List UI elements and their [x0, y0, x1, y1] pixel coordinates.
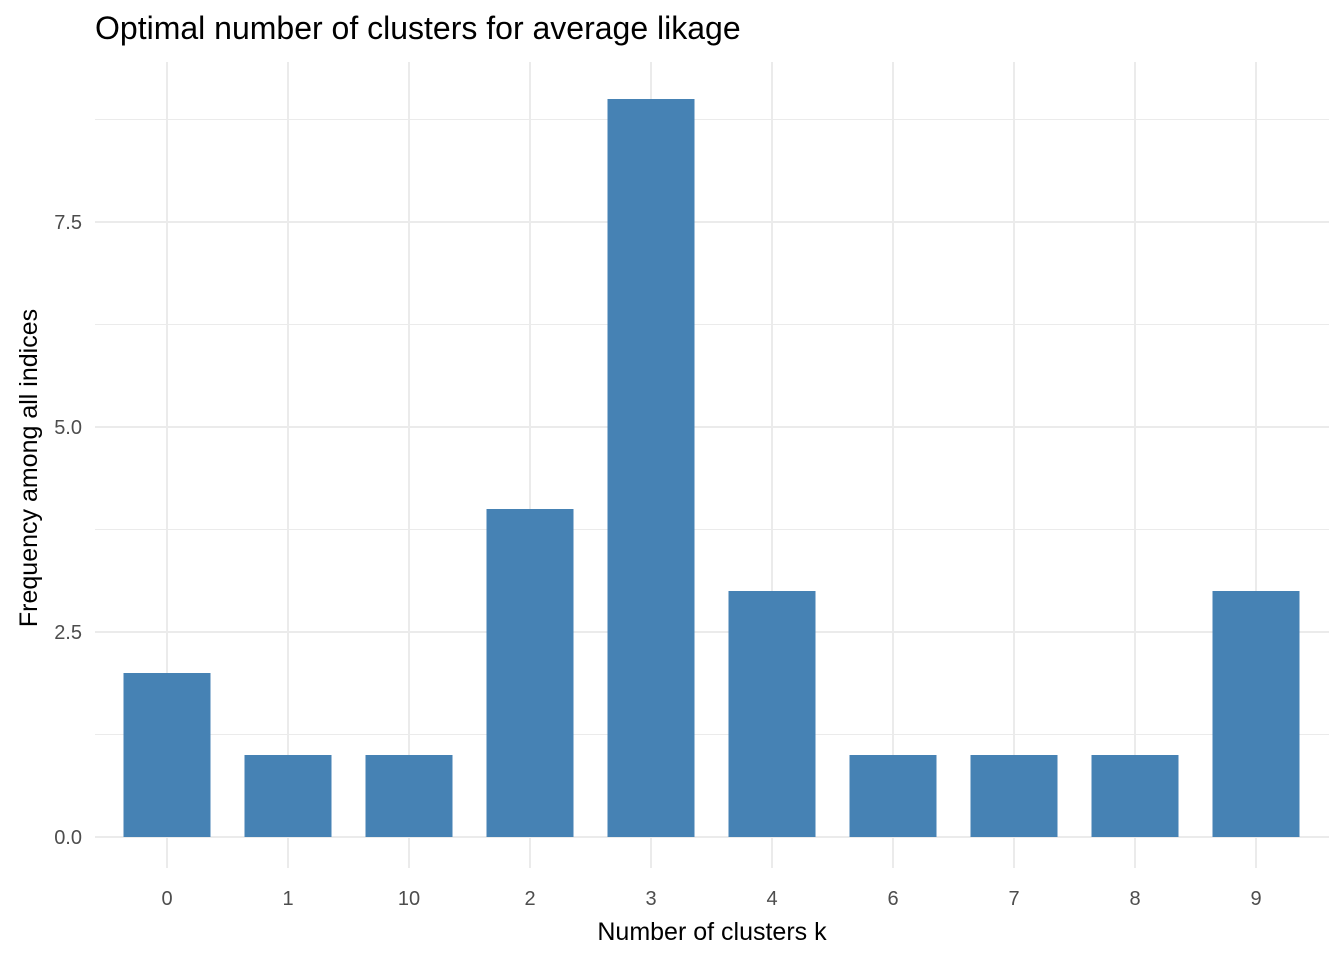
- chart-title: Optimal number of clusters for average l…: [95, 10, 741, 46]
- y-tick-label: 2.5: [54, 622, 82, 644]
- x-tick-label: 0: [161, 888, 172, 910]
- x-axis-title: Number of clusters k: [597, 918, 827, 946]
- y-axis-title: Frequency among all indices: [15, 309, 43, 627]
- x-tick-label: 1: [282, 888, 293, 910]
- y-tick-label: 0.0: [54, 827, 82, 849]
- bar-6: [849, 755, 937, 837]
- x-tick-label: 3: [645, 888, 656, 910]
- x-tick-label: 8: [1129, 888, 1140, 910]
- y-tick-label: 5.0: [54, 417, 82, 439]
- bar-1: [244, 755, 332, 837]
- x-tick-label: 2: [524, 888, 535, 910]
- x-tick-label: 9: [1250, 888, 1261, 910]
- y-tick-label: 7.5: [54, 212, 82, 234]
- bars: [123, 99, 1300, 837]
- y-axis-ticks: 0.0 2.5 5.0 7.5: [54, 212, 82, 849]
- grid-lines: [95, 62, 1329, 868]
- bar-4: [728, 591, 816, 837]
- bar-8: [1091, 755, 1179, 837]
- bar-10: [365, 755, 453, 837]
- x-tick-label: 4: [766, 888, 777, 910]
- bar-9: [1212, 591, 1300, 837]
- bar-0: [123, 673, 211, 837]
- bar-7: [970, 755, 1058, 837]
- x-axis-ticks: 0 1 10 2 3 4 6 7 8 9: [161, 888, 1261, 910]
- x-tick-label: 10: [398, 888, 420, 910]
- bar-3: [607, 99, 695, 837]
- x-tick-label: 6: [887, 888, 898, 910]
- bar-2: [486, 509, 574, 837]
- x-tick-label: 7: [1008, 888, 1019, 910]
